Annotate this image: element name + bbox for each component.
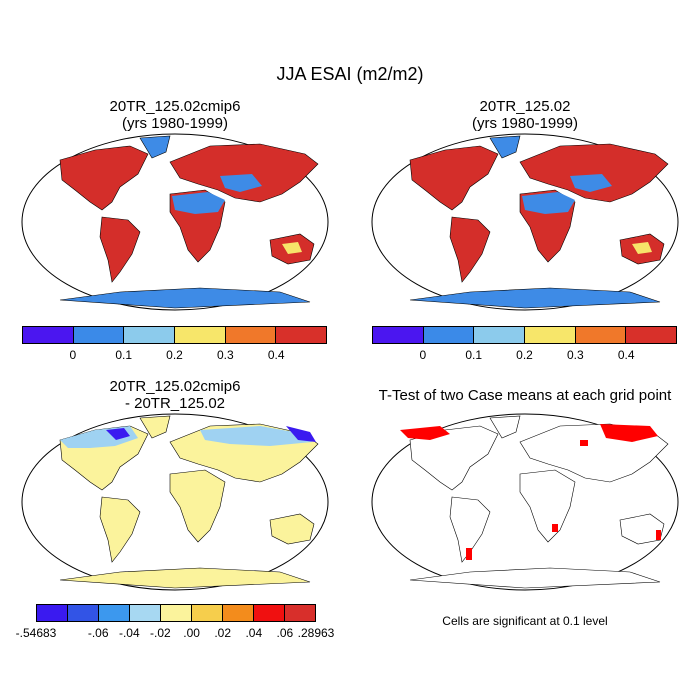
map-top-right — [370, 132, 680, 312]
colorbar-tick: 0 — [69, 348, 77, 362]
colorbar-tick: 0.4 — [267, 348, 285, 362]
colorbar-tick: .04 — [245, 626, 263, 640]
colorbar-tick: .28963 — [297, 626, 335, 640]
panel-title-line2: (yrs 1980-1999) — [122, 115, 228, 132]
colorbar-swatch — [474, 327, 526, 343]
panel-title-line1: T-Test of two Case means at each grid po… — [378, 387, 672, 404]
colorbar-swatch — [161, 605, 192, 621]
colorbar-tick: -.06 — [87, 626, 109, 640]
colorbar-tick: .02 — [214, 626, 232, 640]
colorbar-swatch — [130, 605, 161, 621]
map-bottom-right — [370, 412, 680, 592]
colorbar-swatch — [373, 327, 424, 343]
panel-title-line2: (yrs 1980-1999) — [472, 115, 578, 132]
significant-cells — [400, 424, 661, 560]
colorbar-swatch — [223, 605, 254, 621]
colorbar-swatch — [254, 605, 285, 621]
colorbar-tick: 0.1 — [115, 348, 133, 362]
panel-title-bottom-left: 20TR_125.02cmip6 - 20TR_125.02 — [20, 378, 330, 412]
colorbar-swatch — [99, 605, 130, 621]
map-bottom-left — [20, 412, 330, 592]
land-top-left — [59, 135, 319, 309]
colorbar-tick: 0.1 — [465, 348, 483, 362]
colorbar-top-right — [372, 326, 677, 344]
colorbar-swatch — [626, 327, 677, 343]
colorbar-tick: 0.2 — [516, 348, 533, 362]
colorbar-swatch — [276, 327, 327, 343]
panel-title-line1: 20TR_125.02cmip6 — [109, 98, 241, 115]
colorbar-tick: 0.3 — [216, 348, 234, 362]
land-bottom-left — [59, 415, 319, 589]
colorbar-top-left — [22, 326, 327, 344]
figure-title: JJA ESAI (m2/m2) — [276, 64, 424, 84]
significance-note: Cells are significant at 0.1 level — [442, 614, 608, 628]
colorbar-labels-top-left: 0 0.1 0.2 0.3 0.4 — [22, 348, 327, 364]
map-top-left — [20, 132, 330, 312]
colorbar-swatch — [225, 327, 277, 343]
colorbar-tick: 0 — [419, 348, 427, 362]
colorbar-swatch — [575, 327, 627, 343]
colorbar-tick: -.54683 — [15, 626, 57, 640]
colorbar-tick: .06 — [276, 626, 294, 640]
land-top-right — [409, 135, 669, 309]
colorbar-swatch — [192, 605, 223, 621]
colorbar-tick: 0.3 — [566, 348, 584, 362]
colorbar-tick: .00 — [183, 626, 200, 640]
panel-title-bottom-right: T-Test of two Case means at each grid po… — [350, 387, 700, 404]
colorbar-swatch — [285, 605, 315, 621]
panel-title-top-left: 20TR_125.02cmip6 (yrs 1980-1999) — [20, 98, 330, 132]
colorbar-swatch — [23, 327, 74, 343]
colorbar-tick: 0.4 — [617, 348, 635, 362]
colorbar-bottom-left — [36, 604, 316, 622]
colorbar-tick: -.02 — [150, 626, 171, 640]
colorbar-labels-top-right: 0 0.1 0.2 0.3 0.4 — [372, 348, 677, 364]
colorbar-swatch — [73, 327, 125, 343]
panel-title-line1: 20TR_125.02 — [479, 98, 571, 115]
colorbar-swatch — [525, 327, 576, 343]
panel-title-line2: - 20TR_125.02 — [124, 395, 226, 412]
panel-title-line1: 20TR_125.02cmip6 — [109, 378, 241, 395]
colorbar-swatch — [124, 327, 176, 343]
colorbar-labels-bottom-left: -.54683 -.06 -.04 -.02 .00 .02 .04 .06 .… — [16, 626, 335, 642]
colorbar-swatch — [423, 327, 475, 343]
colorbar-swatch — [175, 327, 226, 343]
colorbar-swatch — [37, 605, 68, 621]
colorbar-tick: 0.2 — [166, 348, 183, 362]
colorbar-swatch — [68, 605, 99, 621]
panel-title-top-right: 20TR_125.02 (yrs 1980-1999) — [370, 98, 680, 132]
land-bottom-right — [409, 415, 669, 589]
colorbar-tick: -.04 — [118, 626, 140, 640]
